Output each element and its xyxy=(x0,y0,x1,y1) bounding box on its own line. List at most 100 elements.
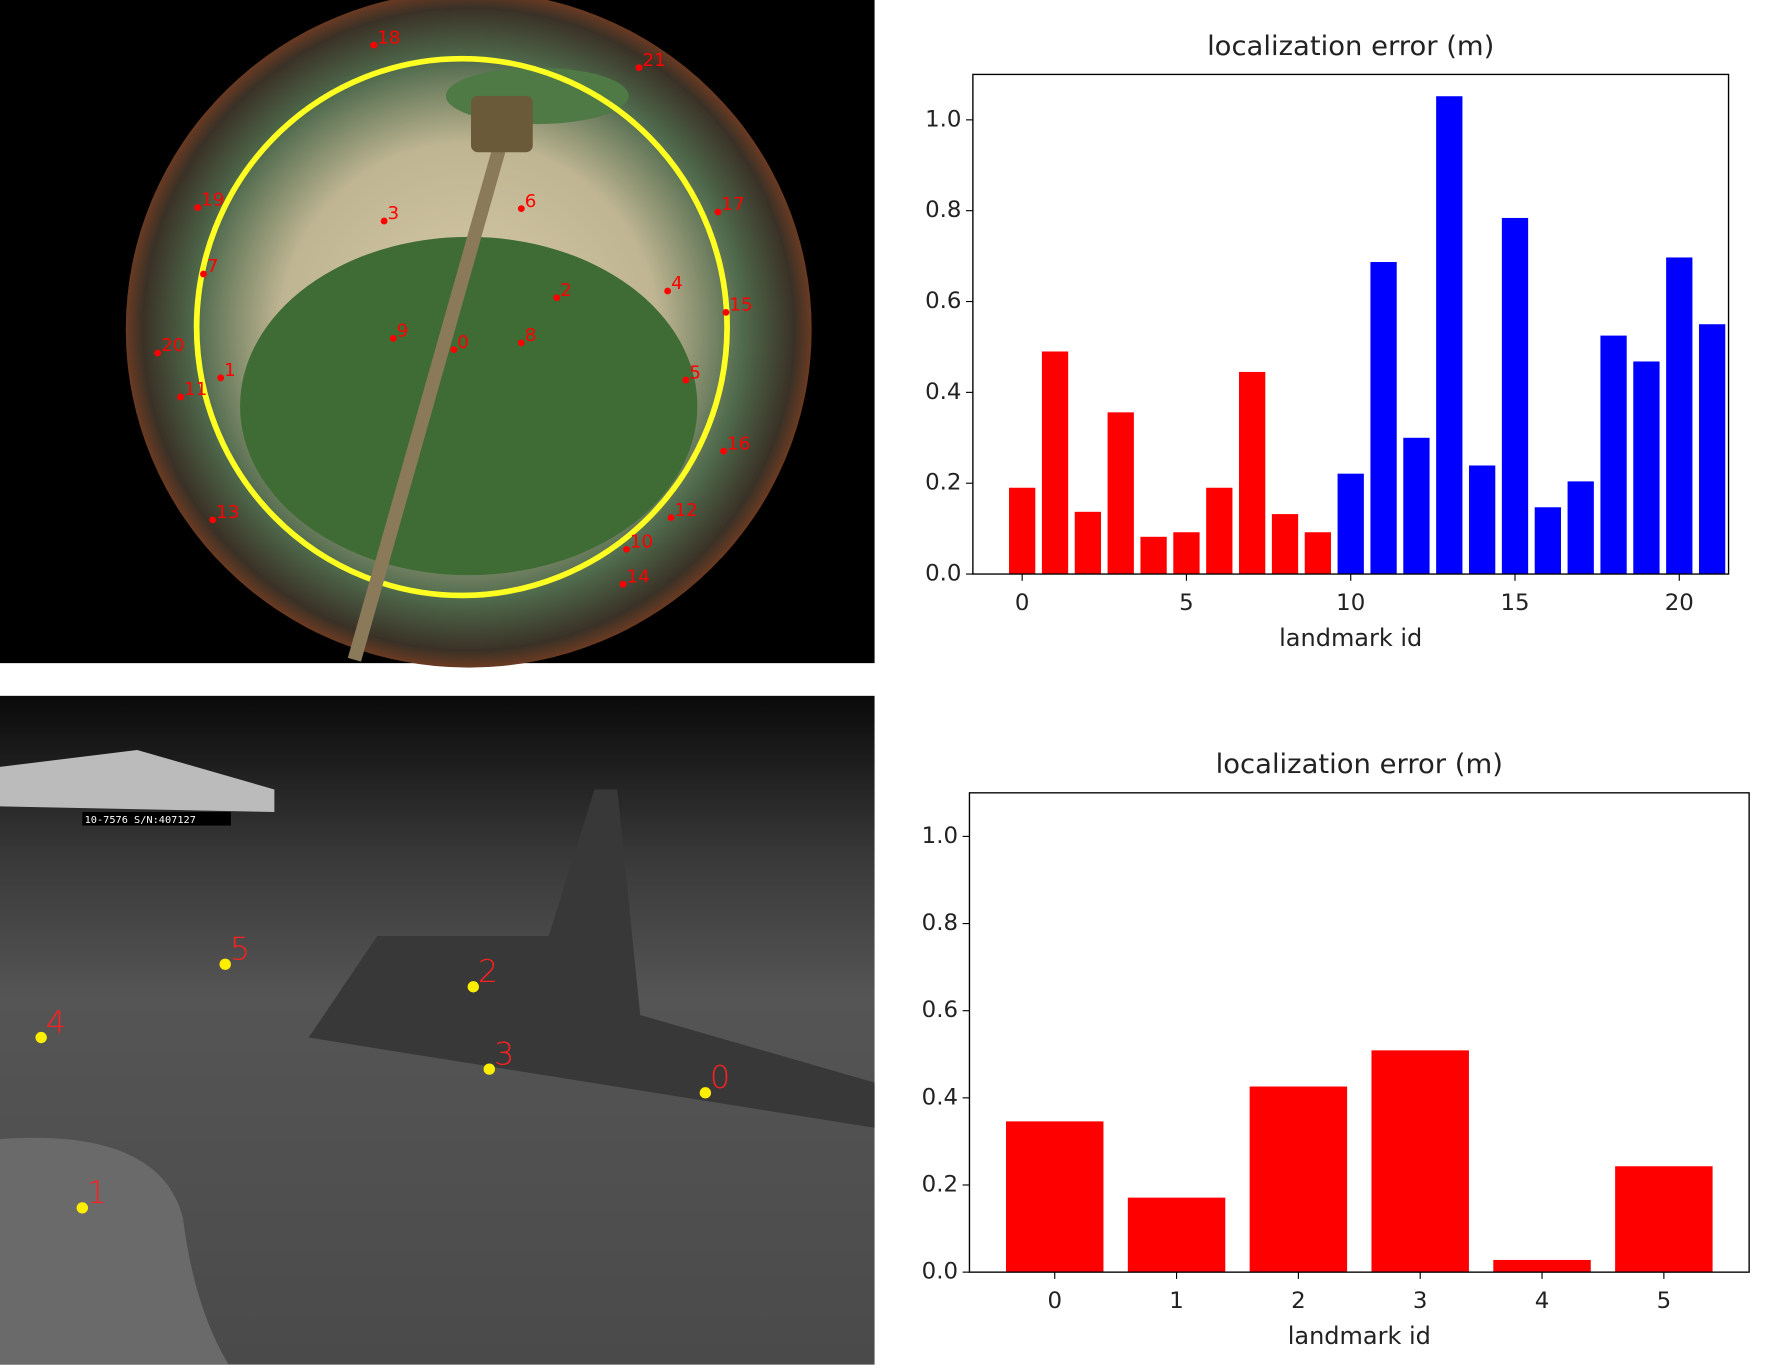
y-tick-label: 0.4 xyxy=(922,1084,958,1110)
landmark-dot xyxy=(200,270,207,278)
chart-title: localization error (m) xyxy=(1207,31,1494,62)
bar xyxy=(1074,511,1102,575)
landmark-dot xyxy=(517,205,525,213)
landmark-label: 11 xyxy=(184,379,207,400)
landmark-dot xyxy=(194,204,202,211)
bar xyxy=(1304,532,1332,575)
x-tick-label: 2 xyxy=(1291,1288,1306,1314)
x-tick-label: 4 xyxy=(1535,1288,1550,1314)
y-tick-label: 0.6 xyxy=(922,997,958,1023)
x-tick-label: 1 xyxy=(1169,1288,1184,1314)
bar xyxy=(1600,335,1627,575)
bar xyxy=(1698,324,1726,575)
x-tick-label: 3 xyxy=(1413,1288,1428,1314)
landmark-label: 4 xyxy=(671,273,683,294)
bar xyxy=(1633,361,1660,575)
landmark-label: 8 xyxy=(525,325,537,346)
fisheye-photo xyxy=(0,0,875,668)
bar xyxy=(1041,351,1069,575)
landmark-dot xyxy=(35,1031,47,1044)
bar xyxy=(1127,1197,1226,1273)
landmark-label: 17 xyxy=(721,194,744,215)
bar xyxy=(1206,487,1233,575)
bar xyxy=(1493,1259,1591,1273)
landmark-label: 20 xyxy=(161,335,184,356)
landmark-label: 21 xyxy=(642,50,665,71)
landmark-label: 19 xyxy=(201,190,224,211)
landmark-dot xyxy=(380,217,388,225)
landmark-label: 16 xyxy=(727,433,750,454)
landmark-dot xyxy=(177,393,185,401)
landmark-label: 0 xyxy=(457,332,469,353)
landmark-label: 3 xyxy=(494,1036,514,1073)
bar xyxy=(1469,465,1496,575)
y-tick-label: 0.0 xyxy=(922,1259,958,1285)
thermal-photo: 10-7576 S/N:407127 xyxy=(0,695,875,1365)
overlay-text: 10-7576 S/N:407127 xyxy=(85,815,196,826)
bar xyxy=(1006,1121,1104,1273)
axes-frame xyxy=(968,792,1750,1273)
landmark-dot xyxy=(370,41,378,49)
bar xyxy=(1615,1166,1713,1273)
bar xyxy=(1271,514,1299,575)
landmark-label: 6 xyxy=(525,191,537,212)
landmark-dot xyxy=(553,294,561,302)
landmark-dot xyxy=(467,981,480,993)
landmark-label: 2 xyxy=(560,280,572,301)
bar xyxy=(1337,473,1364,575)
landmark-label: 18 xyxy=(377,27,400,48)
bar xyxy=(1249,1086,1348,1273)
landmark-label: 2 xyxy=(478,953,498,990)
landmark-label: 5 xyxy=(689,362,701,383)
x-axis-label: landmark id xyxy=(1279,624,1422,652)
y-tick-label: 0.6 xyxy=(925,288,961,314)
landmark-label: 9 xyxy=(397,321,409,342)
landmark-label: 3 xyxy=(388,203,400,224)
landmark-dot xyxy=(619,580,627,588)
landmark-label: 4 xyxy=(46,1004,66,1041)
landmark-dot xyxy=(389,334,397,342)
landmark-dot xyxy=(517,339,525,347)
bar xyxy=(1140,536,1167,575)
chart-title: localization error (m) xyxy=(1216,749,1503,780)
y-tick-label: 0.0 xyxy=(925,561,961,587)
x-tick-label: 5 xyxy=(1657,1288,1672,1314)
bar xyxy=(1567,481,1594,575)
bar xyxy=(1371,1050,1469,1273)
bar xyxy=(1501,217,1529,575)
landmark-label: 10 xyxy=(630,532,653,553)
landmark-label: 13 xyxy=(216,502,239,523)
y-tick-label: 0.2 xyxy=(922,1172,958,1198)
landmark-dot xyxy=(450,346,458,353)
bar xyxy=(1534,507,1561,575)
y-tick-label: 0.4 xyxy=(925,379,961,405)
landmark-label: 0 xyxy=(710,1059,730,1096)
landmark-dot xyxy=(154,349,162,357)
y-tick-label: 1.0 xyxy=(922,823,958,849)
landmark-dot xyxy=(722,309,730,316)
bar xyxy=(1173,532,1200,575)
x-tick-label: 15 xyxy=(1500,590,1529,616)
landmark-dot xyxy=(217,374,225,382)
x-tick-label: 20 xyxy=(1665,590,1694,616)
bar xyxy=(1239,371,1266,575)
y-tick-label: 0.8 xyxy=(922,910,958,936)
landmark-label: 14 xyxy=(626,566,649,587)
landmark-dot xyxy=(219,958,231,970)
landmark-dot xyxy=(209,516,217,524)
x-tick-label: 5 xyxy=(1179,590,1194,616)
landmark-dot xyxy=(667,514,675,522)
y-tick-label: 1.0 xyxy=(925,106,961,132)
x-tick-label: 10 xyxy=(1336,590,1365,616)
bar xyxy=(1009,487,1036,575)
x-axis-label: landmark id xyxy=(1288,1322,1431,1350)
landmark-label: 12 xyxy=(675,500,698,521)
bar xyxy=(1403,437,1430,575)
landmark-label: 7 xyxy=(207,256,219,277)
bar xyxy=(1436,96,1463,575)
landmark-dot xyxy=(635,64,643,72)
landmark-dot xyxy=(483,1063,496,1075)
landmark-label: 5 xyxy=(230,931,250,968)
landmark-dot xyxy=(699,1087,712,1099)
